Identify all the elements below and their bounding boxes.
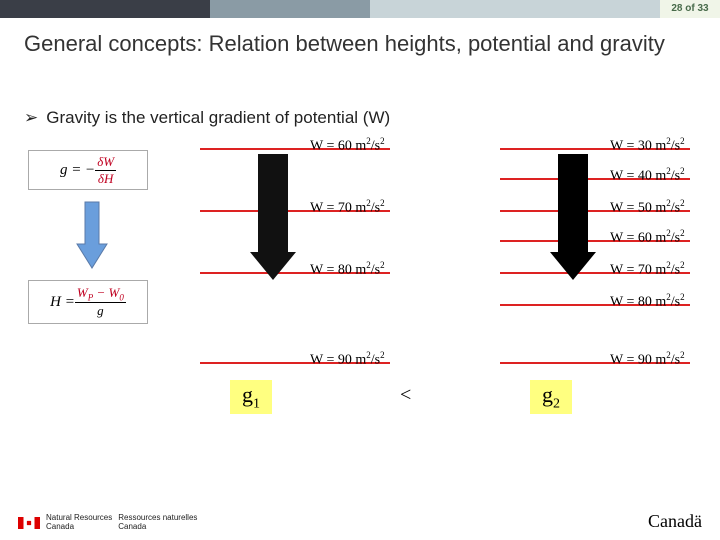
potential-label: W = 70 m2/s2 xyxy=(310,198,385,217)
dept-fr: Ressources naturellesCanada xyxy=(118,514,197,532)
footer-left: Natural ResourcesCanada Ressources natur… xyxy=(18,514,197,532)
page-number: 28 of 33 xyxy=(660,0,720,18)
potential-label: W = 80 m2/s2 xyxy=(310,260,385,279)
gravity-arrow-icon xyxy=(250,154,296,289)
formula-h-frac: WP − W0 g xyxy=(75,285,126,320)
g-label: g2 xyxy=(530,380,572,414)
potential-label: W = 80 m2/s2 xyxy=(610,292,685,311)
formula-h-num: WP − W0 xyxy=(75,285,126,304)
topbar-segment-dark xyxy=(0,0,210,18)
potential-label: W = 40 m2/s2 xyxy=(610,166,685,185)
gravity-arrow-icon xyxy=(550,154,596,289)
potential-label: W = 60 m2/s2 xyxy=(610,228,685,247)
canada-flag-icon xyxy=(18,517,40,529)
formula-h-lhs: H = xyxy=(50,294,75,311)
potential-label: W = 60 m2/s2 xyxy=(310,136,385,155)
potential-label: W = 50 m2/s2 xyxy=(610,198,685,217)
formula-g-lhs: g = − xyxy=(60,162,95,179)
potential-label: W = 30 m2/s2 xyxy=(610,136,685,155)
bullet-arrow-icon: ➢ xyxy=(24,108,38,128)
dept-en: Natural ResourcesCanada xyxy=(46,514,112,532)
topbar-segment-light xyxy=(370,0,660,18)
formula-h: H = WP − W0 g xyxy=(28,280,148,324)
top-bar: 28 of 33 xyxy=(0,0,720,18)
formula-g: g = − δW δH xyxy=(28,150,148,190)
formula-g-frac: δW δH xyxy=(95,154,116,187)
g-label: g1 xyxy=(230,380,272,414)
potential-label: W = 70 m2/s2 xyxy=(610,260,685,279)
blue-down-arrow-icon xyxy=(75,200,109,275)
potential-label: W = 90 m2/s2 xyxy=(610,350,685,369)
potential-label: W = 90 m2/s2 xyxy=(310,350,385,369)
bullet-line: ➢ Gravity is the vertical gradient of pot… xyxy=(24,108,390,128)
formula-g-num: δW xyxy=(95,154,116,171)
formula-h-den: g xyxy=(95,303,106,319)
compare-symbol: < xyxy=(400,384,411,407)
bullet-text: Gravity is the vertical gradient of pote… xyxy=(46,108,390,127)
topbar-segment-mid xyxy=(210,0,370,18)
canada-wordmark: Canadä xyxy=(648,511,702,532)
formula-g-den: δH xyxy=(96,171,115,187)
slide-title: General concepts: Relation between heigh… xyxy=(24,30,696,58)
diagram-area: W = 60 m2/s2 W = 70 m2/s2 W = 80 m2/s2 W = … xyxy=(200,140,700,470)
